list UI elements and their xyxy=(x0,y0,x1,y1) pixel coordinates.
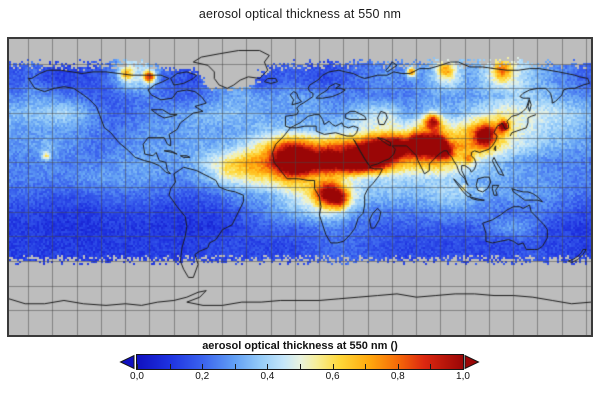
colorbar-tick-label: 0,6 xyxy=(325,371,340,382)
colorbar-right-arrow-icon xyxy=(464,354,480,370)
colorbar-label: aerosol optical thickness at 550 nm () xyxy=(202,340,398,352)
colorbar-tick-mark xyxy=(267,364,268,369)
colorbar-tick-mark xyxy=(170,364,171,369)
colorbar-tick-mark xyxy=(365,364,366,369)
colorbar-tick-mark xyxy=(202,364,203,369)
colorbar-tick-mark xyxy=(398,364,399,369)
colorbar-tick-mark xyxy=(235,364,236,369)
colorbar-gradient xyxy=(136,354,464,370)
colorbar-tick-mark xyxy=(463,364,464,369)
colorbar-tick-label: 0,8 xyxy=(390,371,405,382)
colorbar-tick-mark xyxy=(430,364,431,369)
colorbar-tick-label: 1,0 xyxy=(456,371,470,382)
colorbar-tick-mark xyxy=(137,364,138,369)
map-frame xyxy=(7,37,593,337)
colorbar-tick-label: 0,4 xyxy=(260,371,275,382)
world-map-canvas xyxy=(9,39,591,335)
colorbar-tick-label: 0,2 xyxy=(195,371,210,382)
colorbar-tick-mark xyxy=(333,364,334,369)
figure-title: aerosol optical thickness at 550 nm xyxy=(198,7,402,21)
colorbar-tick-mark xyxy=(300,364,301,369)
colorbar-tick-label: 0,0 xyxy=(130,371,144,382)
colorbar-left-arrow-icon xyxy=(119,354,135,370)
